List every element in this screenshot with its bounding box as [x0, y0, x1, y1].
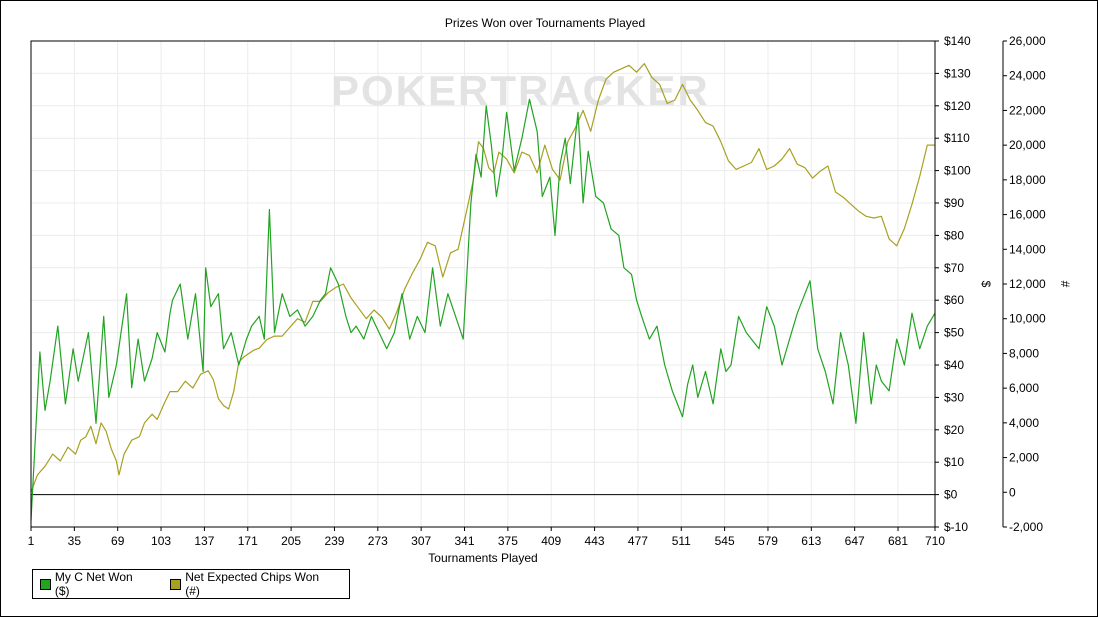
x-tick-label: 511 [672, 534, 691, 548]
x-axis-label: Tournaments Played [428, 551, 537, 565]
x-tick-label: 171 [238, 534, 258, 548]
y-tick-label: $-10 [944, 520, 968, 534]
legend-item-expected-chips: Net Expected Chips Won (#) [170, 570, 335, 598]
y-tick-label: $70 [944, 261, 964, 275]
x-tick-label: 137 [194, 534, 214, 548]
x-tick-label: 579 [758, 534, 778, 548]
x-tick-label: 710 [925, 534, 945, 548]
x-tick-label: 273 [368, 534, 388, 548]
y2-tick-label: 16,000 [1009, 208, 1046, 222]
series-line-expected-chips [30, 62, 935, 493]
y2-tick-label: 24,000 [1009, 69, 1046, 83]
y-tick-label: $30 [944, 390, 964, 404]
y2-tick-label: -2,000 [1009, 520, 1043, 534]
x-tick-label: 205 [281, 534, 301, 548]
series-line-net-won [30, 98, 936, 521]
y-tick-label: $20 [944, 423, 964, 437]
y2-tick-label: 14,000 [1009, 242, 1046, 256]
y2-axis-label: # [1058, 281, 1072, 288]
y-tick-label: $40 [944, 358, 964, 372]
legend-swatch-net-won [40, 578, 51, 590]
y2-tick-label: 0 [1009, 485, 1016, 499]
y2-tick-label: 12,000 [1009, 277, 1046, 291]
legend-label-expected-chips: Net Expected Chips Won (#) [185, 570, 320, 598]
x-tick-label: 103 [151, 534, 171, 548]
y-tick-label: $60 [944, 293, 964, 307]
y2-tick-label: 22,000 [1009, 103, 1046, 117]
y-tick-label: $80 [944, 228, 964, 242]
x-tick-label: 477 [628, 534, 648, 548]
y-tick-label: $10 [944, 455, 964, 469]
x-tick-label: 239 [324, 534, 344, 548]
legend-label-net-won: My C Net Won ($) [54, 570, 133, 598]
y2-tick-label: 2,000 [1009, 451, 1039, 465]
y2-tick-label: 26,000 [1009, 34, 1046, 48]
x-tick-label: 375 [498, 534, 518, 548]
y2-tick-label: 4,000 [1009, 416, 1039, 430]
legend-swatch-expected-chips [170, 578, 182, 590]
x-tick-label: 647 [845, 534, 865, 548]
y2-tick-label: 8,000 [1009, 346, 1039, 360]
y-tick-label: $110 [944, 131, 970, 145]
legend: My C Net Won ($) Net Expected Chips Won … [32, 569, 350, 599]
chart-title: Prizes Won over Tournaments Played [445, 16, 645, 30]
watermark-logo: POKERTRACKER [331, 67, 710, 114]
y-tick-label: $120 [944, 99, 971, 113]
x-tick-label: 613 [801, 534, 821, 548]
y-axis-label: $ [979, 281, 993, 288]
x-tick-label: 681 [888, 534, 908, 548]
y-tick-label: $0 [944, 488, 958, 502]
y-tick-label: $130 [944, 66, 971, 80]
y-tick-label: $140 [944, 34, 971, 48]
x-tick-label: 1 [28, 534, 35, 548]
series-lines [30, 62, 936, 521]
y2-tick-label: 6,000 [1009, 381, 1039, 395]
x-tick-label: 443 [585, 534, 605, 548]
x-tick-label: 307 [411, 534, 431, 548]
legend-item-net-won: My C Net Won ($) [40, 570, 149, 598]
x-tick-label: 35 [68, 534, 82, 548]
x-tick-label: 69 [111, 534, 125, 548]
y2-tick-label: 10,000 [1009, 312, 1046, 326]
y2-tick-label: 20,000 [1009, 138, 1046, 152]
axes: 1 35 69 103 137 171 205 239 273 307 341 375 409 443 47… [28, 34, 1046, 548]
y-tick-label: $100 [944, 164, 971, 178]
x-tick-label: 341 [454, 534, 474, 548]
y-tick-label: $50 [944, 326, 964, 340]
x-tick-label: 545 [715, 534, 735, 548]
x-tick-label: 409 [541, 534, 561, 548]
y2-tick-label: 18,000 [1009, 173, 1046, 187]
plot-area [30, 40, 936, 528]
y-tick-label: $90 [944, 196, 964, 210]
